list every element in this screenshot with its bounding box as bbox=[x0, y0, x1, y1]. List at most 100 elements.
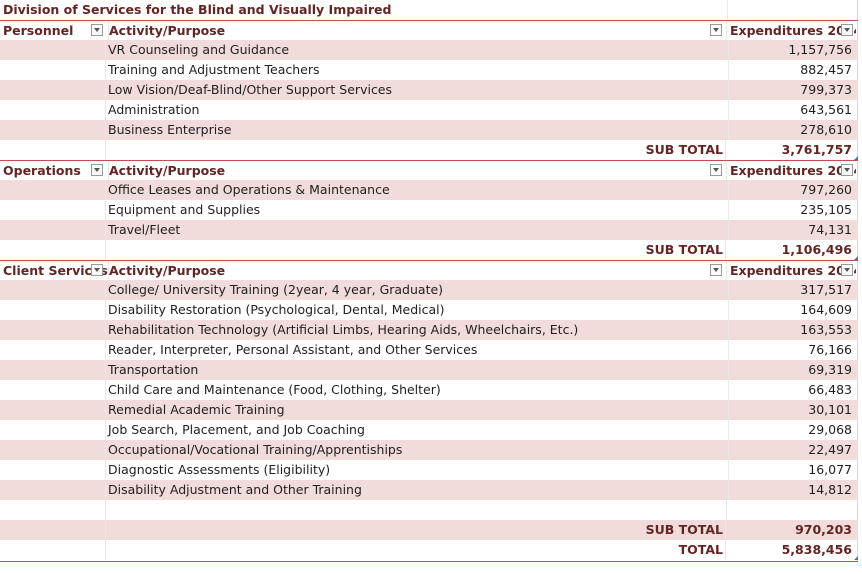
table-row[interactable]: Remedial Academic Training 30,101 bbox=[0, 400, 858, 420]
table-row[interactable]: Disability Restoration (Psychological, D… bbox=[0, 300, 858, 320]
category-label: Client Services bbox=[3, 263, 108, 278]
resize-handle-icon[interactable] bbox=[854, 256, 858, 260]
category-field[interactable]: Client Services bbox=[0, 261, 109, 281]
chevron-down-icon[interactable] bbox=[91, 24, 103, 36]
table-row[interactable]: Rehabilitation Technology (Artificial Li… bbox=[0, 320, 858, 340]
total-value[interactable]: 5,838,456 bbox=[781, 542, 852, 557]
table-row[interactable]: Low Vision/Deaf-Blind/Other Support Serv… bbox=[0, 80, 858, 100]
activity-cell[interactable]: Low Vision/Deaf-Blind/Other Support Serv… bbox=[106, 80, 729, 100]
subtotal-row: SUB TOTAL 1,106,496 bbox=[0, 240, 858, 260]
category-field[interactable]: Operations bbox=[0, 161, 109, 181]
expenditures-header-label: Expenditures 2014 bbox=[730, 163, 856, 178]
activity-cell[interactable]: Disability Restoration (Psychological, D… bbox=[106, 300, 729, 320]
table-row[interactable]: Occupational/Vocational Training/Apprent… bbox=[0, 440, 858, 460]
expenditure-cell[interactable]: 278,610 bbox=[800, 122, 852, 137]
expenditures-header-label: Expenditures 2014 bbox=[730, 23, 856, 38]
page-title: Division of Services for the Blind and V… bbox=[3, 2, 392, 17]
subtotal-value[interactable]: 1,106,496 bbox=[781, 242, 852, 257]
expenditures-field[interactable]: Expenditures 2014 bbox=[727, 161, 856, 181]
activity-cell[interactable]: Diagnostic Assessments (Eligibility) bbox=[106, 460, 729, 480]
chevron-down-icon[interactable] bbox=[710, 164, 722, 176]
table-row[interactable]: Reader, Interpreter, Personal Assistant,… bbox=[0, 340, 858, 360]
chevron-down-icon[interactable] bbox=[710, 24, 722, 36]
subtotal-row: SUB TOTAL 3,761,757 bbox=[0, 140, 858, 160]
expenditure-cell[interactable]: 882,457 bbox=[800, 62, 852, 77]
category-field[interactable]: Personnel bbox=[0, 21, 109, 41]
activity-cell[interactable]: Job Search, Placement, and Job Coaching bbox=[106, 420, 729, 440]
table-row[interactable]: Disability Adjustment and Other Training… bbox=[0, 480, 858, 500]
table-title-row: Division of Services for the Blind and V… bbox=[0, 0, 858, 20]
expenditure-cell[interactable]: 76,166 bbox=[808, 342, 852, 357]
activity-cell[interactable]: Occupational/Vocational Training/Apprent… bbox=[106, 440, 729, 460]
expenditure-cell[interactable]: 235,105 bbox=[800, 202, 852, 217]
activity-cell[interactable]: Child Care and Maintenance (Food, Clothi… bbox=[106, 380, 729, 400]
expenditure-cell[interactable]: 797,260 bbox=[800, 182, 852, 197]
table-row[interactable]: College/ University Training (2year, 4 y… bbox=[0, 280, 858, 300]
table-row[interactable]: Diagnostic Assessments (Eligibility) 16,0… bbox=[0, 460, 858, 480]
expenditure-cell[interactable]: 799,373 bbox=[800, 82, 852, 97]
table-row[interactable]: Office Leases and Operations & Maintenan… bbox=[0, 180, 858, 200]
grand-total-row: TOTAL 5,838,456 bbox=[0, 540, 858, 560]
expenditure-cell[interactable]: 66,483 bbox=[808, 382, 852, 397]
subtotal-label: SUB TOTAL bbox=[106, 140, 726, 160]
expenditure-cell[interactable]: 69,319 bbox=[808, 362, 852, 377]
expenditures-header-label: Expenditures 2014 bbox=[730, 263, 856, 278]
activity-header-label: Activity/Purpose bbox=[109, 23, 226, 38]
activity-cell[interactable]: College/ University Training (2year, 4 y… bbox=[106, 280, 729, 300]
section-header-row: Personnel Activity/Purpose Expenditures 20… bbox=[0, 20, 858, 41]
table-row[interactable]: Child Care and Maintenance (Food, Clothi… bbox=[0, 380, 858, 400]
expenditure-cell[interactable]: 14,812 bbox=[808, 482, 852, 497]
expenditure-cell[interactable]: 16,077 bbox=[808, 462, 852, 477]
chevron-down-icon[interactable] bbox=[841, 164, 853, 176]
expenditure-cell[interactable]: 30,101 bbox=[808, 402, 852, 417]
category-label: Personnel bbox=[3, 23, 74, 38]
activity-cell[interactable]: Travel/Fleet bbox=[106, 220, 729, 240]
expenditures-field[interactable]: Expenditures 2014 bbox=[727, 21, 856, 41]
table-row[interactable]: Travel/Fleet 74,131 bbox=[0, 220, 858, 240]
expenditure-cell[interactable]: 29,068 bbox=[808, 422, 852, 437]
chevron-down-icon[interactable] bbox=[91, 264, 103, 276]
section-header-row: Client Services Activity/Purpose Expenditu… bbox=[0, 260, 858, 281]
subtotal-row: SUB TOTAL 970,203 bbox=[0, 520, 858, 540]
activity-cell[interactable]: Reader, Interpreter, Personal Assistant,… bbox=[106, 340, 729, 360]
activity-field[interactable]: Activity/Purpose bbox=[106, 21, 727, 41]
activity-field[interactable]: Activity/Purpose bbox=[106, 161, 727, 181]
subtotal-label: SUB TOTAL bbox=[106, 520, 726, 540]
chevron-down-icon[interactable] bbox=[841, 264, 853, 276]
table-row[interactable]: Job Search, Placement, and Job Coaching 2… bbox=[0, 420, 858, 440]
table-row[interactable]: Administration 643,561 bbox=[0, 100, 858, 120]
expenditures-field[interactable]: Expenditures 2014 bbox=[727, 261, 856, 281]
activity-cell[interactable]: Training and Adjustment Teachers bbox=[106, 60, 729, 80]
activity-cell[interactable]: Remedial Academic Training bbox=[106, 400, 729, 420]
table-row[interactable]: VR Counseling and Guidance 1,157,756 bbox=[0, 40, 858, 60]
activity-cell[interactable]: Equipment and Supplies bbox=[106, 200, 729, 220]
subtotal-value[interactable]: 3,761,757 bbox=[781, 142, 852, 157]
table-row[interactable]: Training and Adjustment Teachers 882,457 bbox=[0, 60, 858, 80]
expenditure-cell[interactable]: 317,517 bbox=[800, 282, 852, 297]
activity-cell[interactable]: Business Enterprise bbox=[106, 120, 729, 140]
activity-header-label: Activity/Purpose bbox=[109, 163, 226, 178]
resize-handle-icon[interactable] bbox=[854, 156, 858, 160]
expenditure-cell[interactable]: 1,157,756 bbox=[788, 42, 852, 57]
expenditure-cell[interactable]: 163,553 bbox=[800, 322, 852, 337]
expenditure-cell[interactable]: 164,609 bbox=[800, 302, 852, 317]
subtotal-value[interactable]: 970,203 bbox=[795, 522, 852, 537]
table-row[interactable]: Equipment and Supplies 235,105 bbox=[0, 200, 858, 220]
expenditure-cell[interactable]: 74,131 bbox=[808, 222, 852, 237]
resize-handle-icon[interactable] bbox=[854, 556, 858, 560]
chevron-down-icon[interactable] bbox=[91, 164, 103, 176]
activity-cell[interactable]: Rehabilitation Technology (Artificial Li… bbox=[106, 320, 729, 340]
activity-header-label: Activity/Purpose bbox=[109, 263, 226, 278]
chevron-down-icon[interactable] bbox=[710, 264, 722, 276]
expenditure-cell[interactable]: 643,561 bbox=[800, 102, 852, 117]
activity-cell[interactable]: Administration bbox=[106, 100, 729, 120]
activity-field[interactable]: Activity/Purpose bbox=[106, 261, 727, 281]
expenditure-cell[interactable]: 22,497 bbox=[808, 442, 852, 457]
activity-cell[interactable]: Office Leases and Operations & Maintenan… bbox=[106, 180, 729, 200]
table-row[interactable]: Transportation 69,319 bbox=[0, 360, 858, 380]
activity-cell[interactable]: Transportation bbox=[106, 360, 729, 380]
activity-cell[interactable]: VR Counseling and Guidance bbox=[106, 40, 729, 60]
activity-cell[interactable]: Disability Adjustment and Other Training bbox=[106, 480, 729, 500]
table-row[interactable]: Business Enterprise 278,610 bbox=[0, 120, 858, 140]
chevron-down-icon[interactable] bbox=[841, 24, 853, 36]
